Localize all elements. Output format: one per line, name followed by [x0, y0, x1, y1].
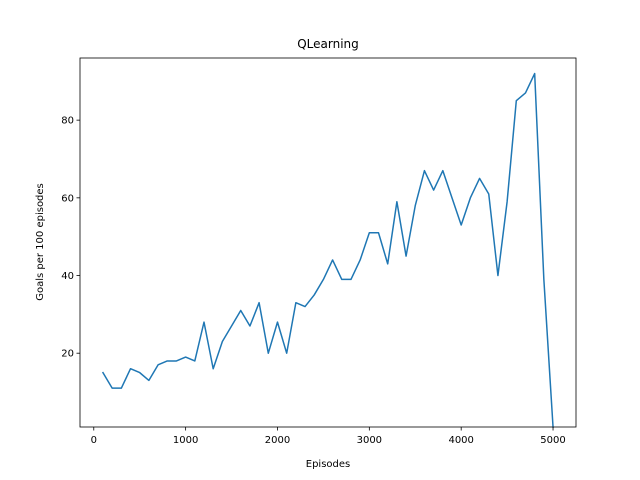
- chart-title: QLearning: [297, 37, 359, 51]
- series-line: [101, 72, 554, 428]
- plot-area: [101, 72, 554, 428]
- y-tick-label: 40: [61, 271, 74, 282]
- x-tick-label: 2000: [265, 435, 290, 446]
- y-axis-label: Goals per 100 episodes: [35, 183, 46, 301]
- axes-frame: [79, 57, 577, 428]
- x-tick-label: 1000: [173, 435, 198, 446]
- x-tick-label: 3000: [357, 435, 382, 446]
- x-axis: 0 1000 2000 3000 4000 5000: [91, 427, 566, 446]
- x-tick-label: 4000: [448, 435, 473, 446]
- x-axis-label: Episodes: [306, 459, 350, 470]
- y-tick-label: 20: [61, 349, 74, 360]
- y-axis: 20 40 60 80: [61, 116, 80, 360]
- y-tick-label: 80: [61, 116, 74, 127]
- x-tick-label: 5000: [540, 435, 565, 446]
- x-tick-label: 0: [91, 435, 97, 446]
- y-tick-label: 60: [61, 193, 74, 204]
